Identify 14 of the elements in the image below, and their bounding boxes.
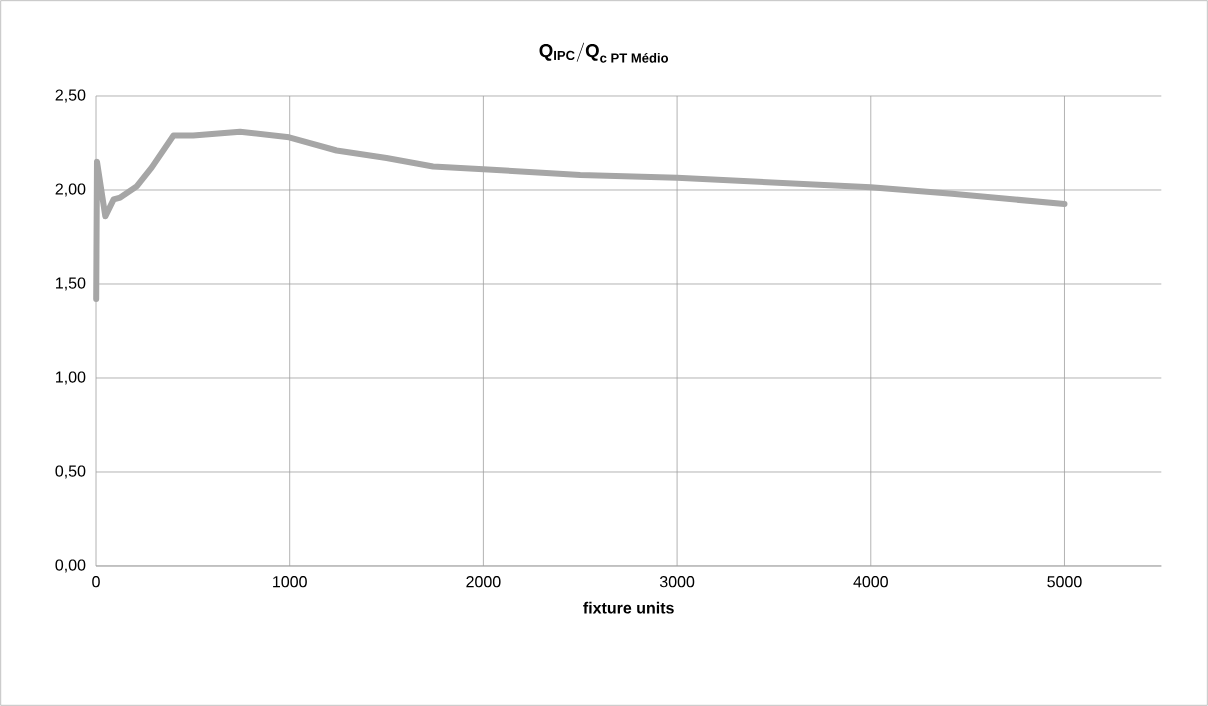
x-tick-label: 1000 bbox=[273, 576, 307, 588]
chart-title: $\mathbf{Q}_{\textbf{IPC}}\mathbf{/Q}_{\textbf{c PT Médio}}$ bbox=[539, 42, 669, 63]
x-axis-title: fixture units bbox=[583, 601, 674, 614]
y-tick-label: 2,50 bbox=[55, 89, 86, 103]
y-tick-label: 1,00 bbox=[56, 371, 86, 385]
y-tick-label: 1,50 bbox=[56, 277, 86, 291]
x-tick-label: 4000 bbox=[853, 576, 888, 588]
x-tick-label: 3000 bbox=[659, 576, 695, 588]
x-tick-label: 2000 bbox=[466, 576, 501, 588]
y-tick-label: 0,50 bbox=[55, 465, 86, 479]
y-tick-label: 0,00 bbox=[55, 559, 86, 573]
y-tick-label: 2,00 bbox=[55, 183, 86, 197]
x-tick-label: 5000 bbox=[1047, 576, 1082, 588]
x-tick-label: 0 bbox=[92, 576, 100, 588]
